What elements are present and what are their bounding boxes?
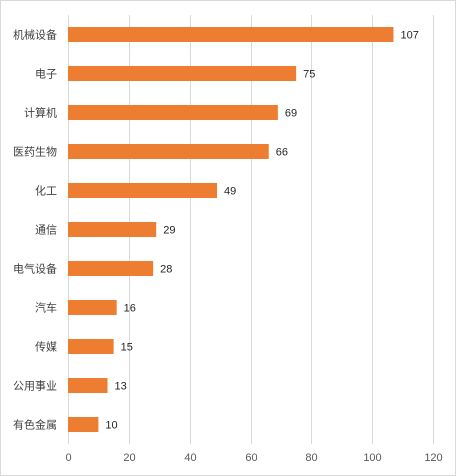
bar — [68, 261, 154, 276]
bar — [68, 222, 157, 237]
category-label: 电子 — [35, 68, 57, 81]
category-label: 化工 — [35, 184, 57, 198]
data-label: 49 — [224, 186, 236, 198]
bars — [68, 27, 394, 432]
x-tick-label: 0 — [65, 452, 71, 464]
x-tick-label: 100 — [363, 452, 381, 464]
category-label: 有色金属 — [13, 418, 57, 432]
x-tick-label: 80 — [305, 452, 317, 464]
bar — [68, 339, 114, 354]
category-label: 传媒 — [35, 341, 57, 354]
x-tick-label: 20 — [123, 452, 135, 464]
data-label: 16 — [124, 303, 136, 315]
data-label: 66 — [276, 147, 288, 159]
category-label: 公用事业 — [13, 380, 57, 393]
gridlines — [68, 15, 434, 444]
bar — [68, 378, 108, 393]
data-label: 28 — [160, 264, 172, 276]
category-label: 机械设备 — [13, 28, 57, 42]
bar — [68, 105, 278, 120]
x-axis-ticks: 0 20 40 60 80 100 120 — [65, 452, 442, 464]
category-label: 电气设备 — [13, 262, 57, 276]
data-label: 10 — [105, 420, 117, 432]
bar — [68, 183, 218, 198]
data-label: 69 — [285, 108, 297, 120]
data-label: 13 — [115, 381, 127, 393]
data-label: 107 — [400, 30, 418, 42]
data-label: 15 — [121, 342, 133, 354]
bar — [68, 27, 394, 42]
x-tick-label: 120 — [424, 452, 442, 464]
category-label: 汽车 — [35, 301, 57, 315]
category-label: 计算机 — [24, 106, 57, 120]
x-tick-label: 40 — [184, 452, 196, 464]
x-tick-label: 60 — [245, 452, 257, 464]
bar — [68, 66, 297, 81]
bar — [68, 417, 99, 432]
data-labels: 107 75 69 66 49 29 28 16 15 13 10 — [105, 30, 418, 432]
data-label: 29 — [163, 225, 175, 237]
data-label: 75 — [303, 69, 315, 81]
category-label: 医药生物 — [13, 145, 57, 159]
bar — [68, 144, 269, 159]
category-label: 通信 — [35, 224, 57, 237]
bar — [68, 300, 117, 315]
